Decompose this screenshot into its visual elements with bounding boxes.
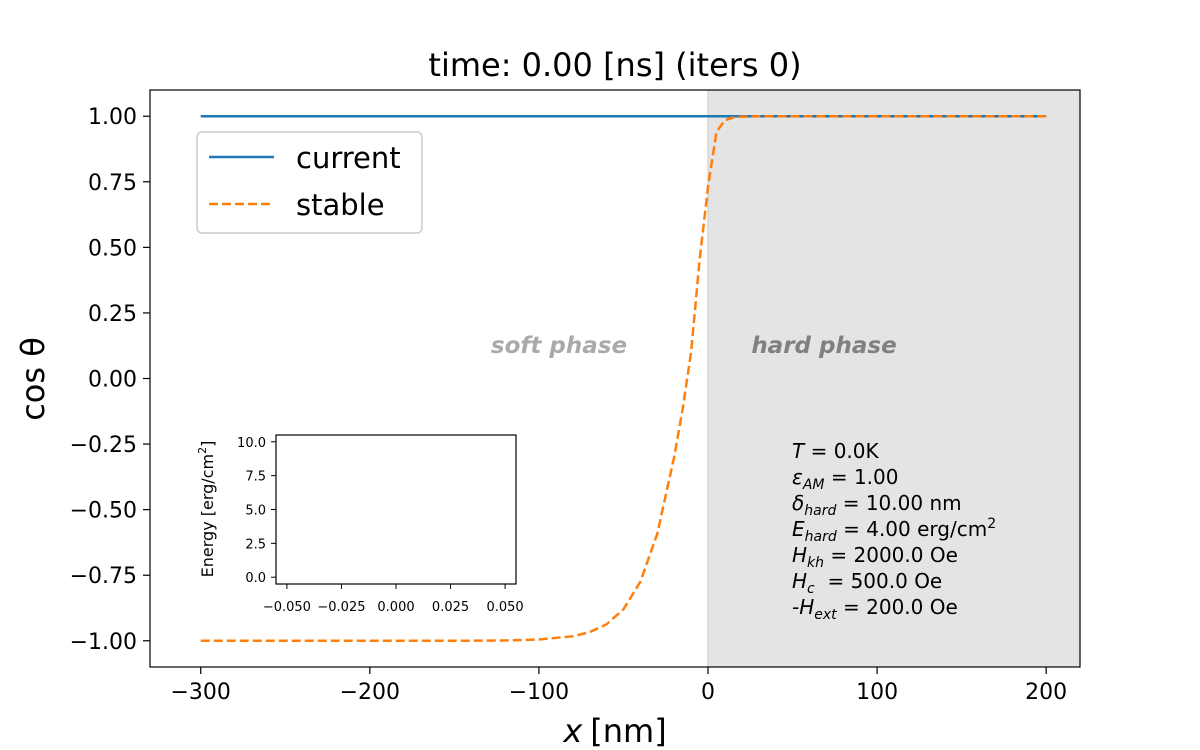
inset-y-tick-label: 2.5 [245, 537, 266, 552]
inset-x-ticks: −0.050 −0.025 0.000 0.025 0.050 [263, 584, 524, 615]
param-line: T = 0.0K [792, 439, 879, 463]
x-axis-unit: [nm] [590, 712, 666, 750]
soft-phase-label: soft phase [491, 333, 627, 359]
y-tick-label: −1.00 [70, 630, 137, 655]
y-axis-label: cos θ [14, 337, 52, 421]
y-tick-label: 0.75 [88, 171, 137, 196]
legend-label-stable: stable [296, 188, 385, 222]
param-line: εAM = 1.00 [792, 465, 898, 493]
y-tick-label: 0.50 [88, 236, 137, 261]
inset-y-axis-label: Energy [erg/cm2] [196, 441, 217, 578]
x-tick-label: −300 [171, 680, 231, 705]
x-tick-label: −100 [509, 680, 569, 705]
inset-x-tick-label: −0.050 [263, 600, 311, 615]
y-ticks: 1.00 0.75 0.50 0.25 0.00 −0.25 −0.50 −0.75 −1.00 [70, 105, 150, 655]
inset-x-tick-label: 0.050 [486, 600, 523, 615]
param-line: Ehard = 4.00 erg/cm2 [792, 516, 996, 545]
x-tick-label: 100 [856, 680, 898, 705]
inset-x-tick-label: 0.025 [432, 600, 469, 615]
inset-y-ticks: 0.0 2.5 5.0 7.5 10.0 [237, 436, 276, 586]
x-tick-label: −200 [340, 680, 400, 705]
y-tick-label: 0.25 [88, 302, 137, 327]
x-ticks: −300 −200 −100 0 100 200 [171, 667, 1067, 705]
inset-y-tick-label: 0.0 [245, 571, 266, 586]
x-tick-label: 0 [701, 680, 715, 705]
param-line: -Hext = 200.0 Oe [792, 595, 958, 623]
hard-phase-region [708, 90, 1080, 667]
y-tick-label: 1.00 [88, 105, 137, 130]
hard-phase-label: hard phase [751, 333, 896, 359]
y-tick-label: 0.00 [88, 368, 137, 393]
inset-x-tick-label: 0.000 [377, 600, 414, 615]
inset-y-tick-label: 7.5 [245, 470, 266, 485]
inset-energy-plot: −0.050 −0.025 0.000 0.025 0.050 0.0 2.5 5.0 7.5… [196, 434, 524, 615]
inset-axes-frame [275, 434, 517, 585]
inset-x-tick-label: −0.025 [317, 600, 365, 615]
y-tick-label: −0.50 [70, 499, 137, 524]
series-line-stable [200, 114, 1047, 643]
inset-y-tick-label: 10.0 [237, 436, 266, 451]
param-line: Hc = 500.0 Oe [792, 569, 942, 597]
param-line: δhard = 10.00 nm [792, 491, 962, 519]
x-axis-var: x [562, 712, 583, 750]
param-line: Hkh = 2000.0 Oe [792, 543, 958, 571]
legend: current stable [196, 131, 423, 234]
x-axis-label: x [nm] [562, 712, 666, 750]
inset-y-tick-label: 5.0 [245, 504, 266, 519]
y-tick-label: −0.25 [70, 433, 137, 458]
legend-label-current: current [296, 141, 401, 175]
y-tick-label: −0.75 [70, 564, 137, 589]
x-tick-label: 200 [1025, 680, 1067, 705]
chart-title: time: 0.00 [ns] (iters 0) [428, 46, 801, 84]
series-layer [200, 114, 1047, 643]
